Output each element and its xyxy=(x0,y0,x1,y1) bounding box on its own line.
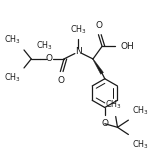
Text: N: N xyxy=(75,47,82,56)
Text: O: O xyxy=(46,54,53,63)
Text: CH$_3$: CH$_3$ xyxy=(3,72,20,84)
Text: O: O xyxy=(101,119,108,128)
Text: OH: OH xyxy=(120,42,134,51)
Polygon shape xyxy=(92,58,104,74)
Text: O: O xyxy=(96,21,103,30)
Text: CH$_3$: CH$_3$ xyxy=(36,39,53,52)
Text: CH$_3$: CH$_3$ xyxy=(105,99,122,111)
Text: CH$_3$: CH$_3$ xyxy=(132,104,149,117)
Text: CH$_3$: CH$_3$ xyxy=(3,34,20,46)
Text: CH$_3$: CH$_3$ xyxy=(132,138,149,151)
Text: CH$_3$: CH$_3$ xyxy=(70,23,87,36)
Text: O: O xyxy=(58,76,65,85)
